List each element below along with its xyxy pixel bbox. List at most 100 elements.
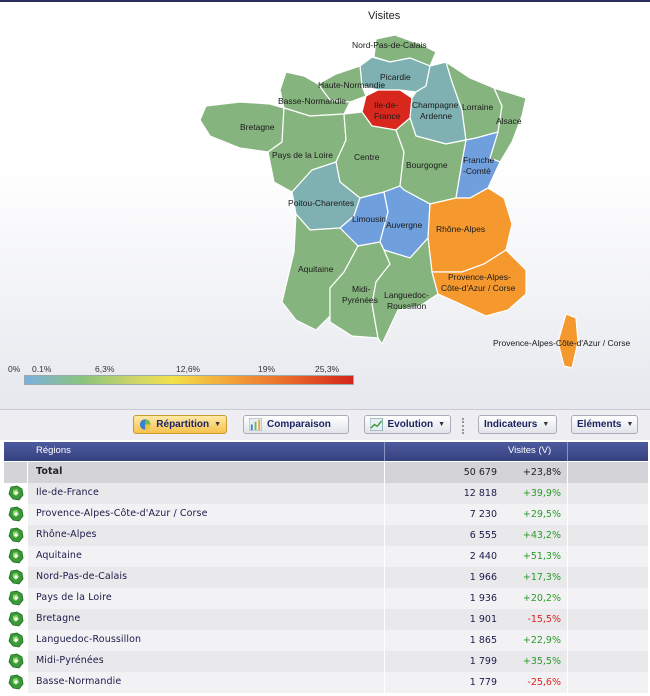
header-divider — [567, 442, 568, 461]
label-picardie: Picardie — [380, 72, 411, 82]
map-drilldown-icon[interactable] — [8, 485, 24, 501]
map-drilldown-icon[interactable] — [8, 674, 24, 690]
map-drilldown-icon[interactable] — [8, 527, 24, 543]
label-basse-normandie: Basse-Normandie — [278, 96, 346, 106]
row-change: -25,6% — [527, 677, 561, 688]
label-bretagne: Bretagne — [240, 122, 275, 132]
label-idf-2: France — [374, 111, 401, 121]
column-header-visites[interactable]: Visites (V) — [508, 445, 552, 456]
label-nord: Nord-Pas-de-Calais — [352, 40, 427, 50]
label-languedoc-2: Roussillon — [387, 301, 426, 311]
evolution-label: Evolution — [387, 419, 434, 430]
elements-label: Eléments — [577, 419, 622, 430]
row-change: +20,2% — [522, 593, 561, 604]
row-change: +29,5% — [522, 509, 561, 520]
table-row[interactable]: Midi-Pyrénées 1 799 +35,5% — [4, 651, 648, 673]
header-divider — [384, 442, 385, 461]
table-row[interactable]: Rhône-Alpes 6 555 +43,2% — [4, 525, 648, 547]
label-idf-1: Ile-de- — [374, 100, 398, 110]
label-paca-1: Provence-Alpes- — [448, 272, 511, 282]
label-limousin: Limousin — [352, 214, 386, 224]
row-change: -15,5% — [527, 614, 561, 625]
row-name[interactable]: Bretagne — [36, 613, 81, 624]
row-name[interactable]: Ile-de-France — [36, 487, 99, 498]
bar-chart-icon — [249, 418, 262, 431]
row-name[interactable]: Languedoc-Roussillon — [36, 634, 142, 645]
pie-chart-icon — [139, 419, 151, 430]
table-row[interactable]: Bretagne 1 901 -15,5% — [4, 609, 648, 631]
map-drilldown-icon[interactable] — [8, 590, 24, 606]
label-auvergne: Auvergne — [386, 220, 423, 230]
legend-label-4: 19% — [258, 364, 276, 374]
table-row[interactable]: Aquitaine 2 440 +51,3% — [4, 546, 648, 568]
map-panel: Visites — [0, 2, 650, 410]
table-row[interactable]: Nord-Pas-de-Calais 1 966 +17,3% — [4, 567, 648, 589]
column-header-regions[interactable]: Régions — [36, 445, 71, 456]
region-languedoc[interactable] — [371, 236, 439, 346]
row-name[interactable]: Rhône-Alpes — [36, 529, 97, 540]
toolbar-separator — [462, 418, 465, 434]
row-value: 1 799 — [469, 656, 497, 667]
table-row[interactable]: Pays de la Loire 1 936 +20,2% — [4, 588, 648, 610]
row-value: 7 230 — [469, 509, 497, 520]
map-drilldown-icon[interactable] — [8, 569, 24, 585]
map-drilldown-icon[interactable] — [8, 506, 24, 522]
indicateurs-label: Indicateurs — [484, 419, 538, 430]
region-corse[interactable] — [557, 313, 579, 369]
row-value: 50 679 — [463, 467, 497, 478]
row-change: +39,9% — [522, 488, 561, 499]
row-change: +23,8% — [522, 467, 561, 478]
label-rhone: Rhône-Alpes — [436, 224, 485, 234]
table-row[interactable]: Basse-Normandie 1 779 -25,6% — [4, 672, 648, 694]
indicateurs-button[interactable]: Indicateurs ▼ — [478, 415, 557, 434]
label-languedoc-1: Languedoc- — [384, 290, 429, 300]
label-bourgogne: Bourgogne — [406, 160, 448, 170]
row-value: 1 865 — [469, 635, 497, 646]
label-aquitaine: Aquitaine — [298, 264, 334, 274]
color-legend: 0% 0.1% 6,3% 12,6% 19% 25,3% — [8, 364, 354, 388]
legend-label-5: 25,3% — [315, 364, 340, 374]
label-lorraine: Lorraine — [462, 102, 493, 112]
label-midi-2: Pyrénées — [342, 295, 378, 305]
region-franche-comte[interactable] — [455, 131, 501, 199]
label-centre: Centre — [354, 152, 380, 162]
table-row[interactable]: Languedoc-Roussillon 1 865 +22,9% — [4, 630, 648, 652]
table-row[interactable]: Ile-de-France 12 818 +39,9% — [4, 483, 648, 505]
repartition-button[interactable]: Répartition ▼ — [133, 415, 227, 434]
toolbar: Répartition ▼ Comparaison Evolution ▼ In… — [0, 410, 650, 440]
label-haute-normandie: Haute-Normandie — [318, 80, 385, 90]
map-drilldown-icon[interactable] — [8, 653, 24, 669]
label-franche-1: Franche — [463, 155, 494, 165]
legend-label-0: 0% — [8, 364, 21, 374]
table-row[interactable]: Provence-Alpes-Côte-d'Azur / Corse 7 230 +… — [4, 504, 648, 526]
row-name[interactable]: Aquitaine — [36, 550, 82, 561]
label-champagne-2: Ardenne — [420, 111, 452, 121]
region-basse-normandie[interactable] — [279, 71, 351, 117]
france-map: Nord-Pas-de-Calais Picardie Haute-Norman… — [199, 34, 630, 369]
row-name[interactable]: Midi-Pyrénées — [36, 655, 104, 666]
row-change: +43,2% — [522, 530, 561, 541]
row-value: 1 936 — [469, 593, 497, 604]
map-drilldown-icon[interactable] — [8, 632, 24, 648]
row-name[interactable]: Basse-Normandie — [36, 676, 122, 687]
row-name[interactable]: Nord-Pas-de-Calais — [36, 571, 128, 582]
row-change: +17,3% — [522, 572, 561, 583]
table-header: Régions Visites (V) — [4, 442, 648, 461]
row-value: 6 555 — [469, 530, 497, 541]
row-change: +51,3% — [522, 551, 561, 562]
label-corse: Provence-Alpes-Côte-d'Azur / Corse — [493, 338, 630, 348]
table-row-total: Total 50 679 +23,8% — [4, 462, 648, 484]
chevron-down-icon: ▼ — [542, 421, 550, 428]
row-name[interactable]: Pays de la Loire — [36, 592, 112, 603]
comparaison-button[interactable]: Comparaison — [243, 415, 349, 434]
map-drilldown-icon[interactable] — [8, 611, 24, 627]
row-value: 1 779 — [469, 677, 497, 688]
region-paca[interactable] — [431, 249, 527, 317]
elements-button[interactable]: Eléments ▼ — [571, 415, 638, 434]
legend-label-3: 12,6% — [176, 364, 201, 374]
evolution-button[interactable]: Evolution ▼ — [364, 415, 451, 434]
map-drilldown-icon[interactable] — [8, 548, 24, 564]
label-franche-2: -Comté — [463, 166, 491, 176]
line-chart-icon — [370, 418, 383, 431]
row-name[interactable]: Provence-Alpes-Côte-d'Azur / Corse — [36, 508, 208, 519]
